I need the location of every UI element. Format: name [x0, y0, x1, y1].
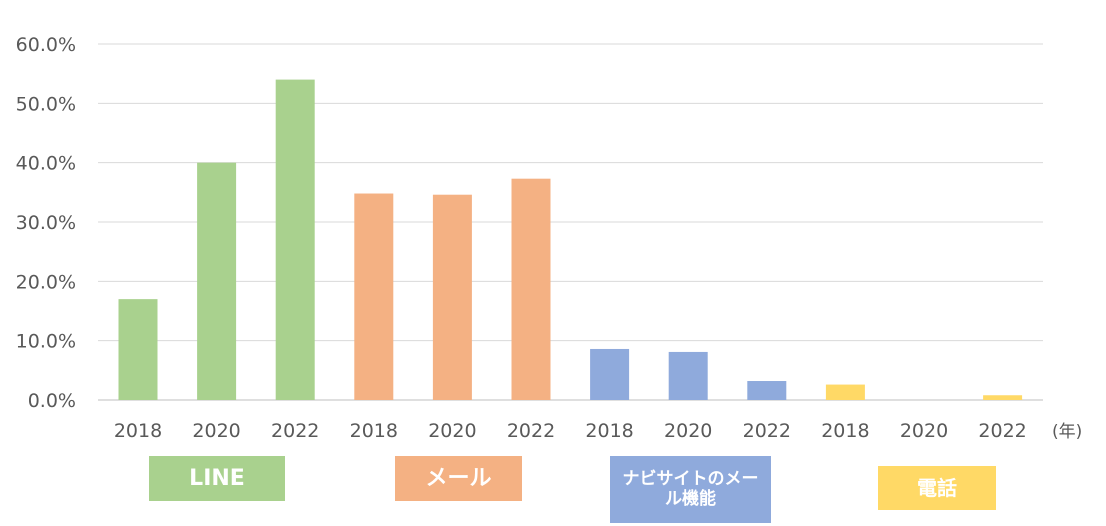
x-axis-unit-label: (年)	[1052, 422, 1082, 442]
bar	[118, 299, 158, 400]
gridlines	[98, 43, 1043, 401]
x-tick-label: 2022	[978, 420, 1026, 442]
bar	[747, 381, 787, 400]
y-tick-label: 20.0%	[16, 271, 76, 293]
group-label-line: LINE	[149, 456, 285, 501]
bars	[118, 79, 1023, 400]
x-tick-label: 2022	[271, 420, 319, 442]
group-label-phone: 電話	[878, 466, 996, 510]
y-tick-label: 60.0%	[16, 34, 76, 56]
group-label-navi-site-email: ナビサイトのメール機能	[610, 456, 771, 523]
group-label-phone-text: 電話	[917, 475, 957, 500]
group-label-line-text: LINE	[189, 465, 245, 491]
group-label-navi-site-email-text: ナビサイトのメール機能	[622, 468, 759, 509]
y-tick-label: 10.0%	[16, 331, 76, 353]
y-tick-label: 40.0%	[16, 153, 76, 175]
bar	[432, 194, 472, 400]
bar	[590, 348, 630, 400]
bar	[354, 193, 394, 400]
bar	[983, 395, 1023, 400]
bar	[197, 162, 237, 400]
x-tick-label: 2018	[585, 420, 633, 442]
bar	[511, 178, 551, 400]
x-axis-tick-labels: 2018 2020 2022 2018 2020 2022 2018 2020 2022 2018…	[114, 420, 1027, 442]
y-tick-label: 50.0%	[16, 93, 76, 115]
x-tick-label: 2020	[428, 420, 476, 442]
bar	[668, 351, 708, 400]
bar	[275, 79, 315, 400]
x-tick-label: 2022	[743, 420, 791, 442]
x-tick-label: 2020	[192, 420, 240, 442]
x-tick-label: 2018	[821, 420, 869, 442]
y-tick-label: 30.0%	[16, 212, 76, 234]
y-tick-label: 0.0%	[28, 390, 76, 412]
x-tick-label: 2022	[507, 420, 555, 442]
group-label-email-text: メール	[425, 465, 492, 491]
x-tick-label: 2018	[350, 420, 398, 442]
x-tick-label: 2018	[114, 420, 162, 442]
y-axis-tick-labels: 0.0% 10.0% 20.0% 30.0% 40.0% 50.0% 60.0%	[16, 34, 76, 412]
x-tick-label: 2020	[900, 420, 948, 442]
x-tick-label: 2020	[664, 420, 712, 442]
group-label-email: メール	[395, 456, 522, 501]
bar	[825, 384, 865, 400]
